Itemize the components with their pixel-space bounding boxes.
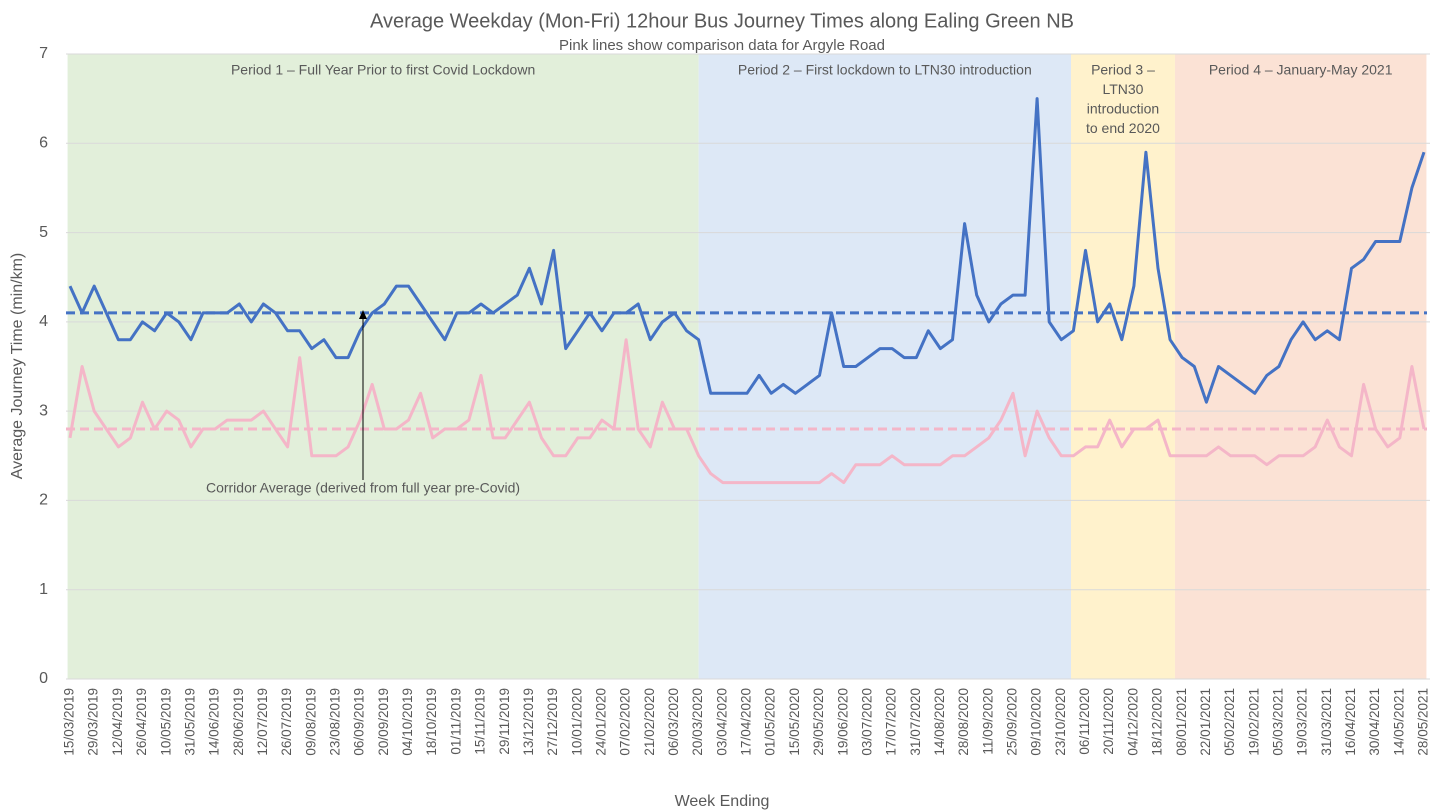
x-tick-label: 14/06/2019	[207, 688, 222, 756]
x-tick-label: 19/02/2021	[1246, 688, 1261, 756]
x-tick-label: 06/09/2019	[352, 688, 367, 756]
x-tick-label: 06/11/2020	[1077, 688, 1092, 755]
x-tick-label: 03/07/2020	[859, 688, 874, 756]
x-tick-label: 17/07/2020	[884, 688, 899, 756]
x-tick-label: 01/11/2019	[448, 688, 463, 755]
x-tick-label: 11/09/2020	[980, 688, 995, 755]
x-tick-label: 10/01/2020	[569, 688, 584, 756]
x-tick-label: 03/04/2020	[714, 688, 729, 756]
x-tick-label: 29/05/2020	[811, 688, 826, 756]
x-tick-label: 15/11/2019	[473, 688, 488, 755]
x-tick-label: 26/04/2019	[134, 688, 149, 756]
x-tick-label: 06/03/2020	[666, 688, 681, 756]
x-tick-label: 20/03/2020	[690, 688, 705, 756]
y-tick-label: 4	[39, 313, 48, 330]
period-band	[1070, 54, 1175, 679]
period-label: Period 4 – January-May 2021	[1209, 62, 1393, 78]
x-tick-label: 27/12/2019	[545, 688, 560, 756]
y-tick-label: 3	[39, 402, 48, 419]
period-band	[1174, 54, 1427, 679]
x-tick-label: 18/12/2020	[1150, 688, 1165, 756]
x-tick-label: 05/02/2021	[1222, 688, 1237, 756]
series-line	[68, 338, 1426, 485]
x-tick-label: 04/12/2020	[1125, 688, 1140, 756]
period-label: Period 2 – First lockdown to LTN30 intro…	[738, 62, 1032, 78]
x-tick-label: 30/04/2021	[1367, 688, 1382, 756]
chart-subtitle: Pink lines show comparison data for Argy…	[559, 37, 885, 54]
annotation-arrowhead	[359, 310, 367, 319]
x-tick-label: 19/06/2020	[835, 688, 850, 756]
x-tick-label: 08/01/2021	[1174, 688, 1189, 756]
x-tick-label: 17/04/2020	[739, 688, 754, 756]
x-tick-label: 29/03/2019	[86, 688, 101, 756]
x-tick-label: 14/08/2020	[932, 688, 947, 756]
x-tick-label: 05/03/2021	[1270, 688, 1285, 756]
x-tick-label: 01/05/2020	[763, 688, 778, 756]
x-tick-label: 31/07/2020	[908, 688, 923, 756]
period-label: to end 2020	[1086, 120, 1160, 136]
x-tick-label: 20/09/2019	[376, 688, 391, 756]
x-tick-label: 15/03/2019	[62, 688, 77, 756]
x-tick-label: 31/05/2019	[182, 688, 197, 756]
x-tick-label: 20/11/2020	[1101, 688, 1116, 755]
x-tick-label: 26/07/2019	[279, 688, 294, 756]
annotation: Corridor Average (derived from full year…	[206, 480, 520, 496]
x-tick-label: 22/01/2021	[1198, 688, 1213, 756]
x-tick-label: 28/05/2021	[1416, 688, 1431, 756]
y-axis-label: Average Journey Time (min/km)	[9, 253, 26, 479]
x-tick-label: 29/11/2019	[497, 688, 512, 755]
y-tick-label: 5	[39, 224, 48, 241]
period-band	[698, 54, 1071, 679]
x-tick-label: 19/03/2021	[1295, 688, 1310, 756]
chart-title: Average Weekday (Mon-Fri) 12hour Bus Jou…	[370, 10, 1074, 32]
x-tick-label: 31/03/2021	[1319, 688, 1334, 756]
x-tick-label: 09/08/2019	[303, 688, 318, 756]
x-tick-label: 07/02/2020	[618, 688, 633, 756]
x-tick-label: 15/05/2020	[787, 688, 802, 756]
x-tick-label: 14/05/2021	[1391, 688, 1406, 756]
x-tick-label: 16/04/2021	[1343, 688, 1358, 756]
period-label: Period 3 –	[1091, 62, 1155, 78]
y-tick-label: 6	[39, 135, 48, 152]
x-tick-label: 28/06/2019	[231, 688, 246, 756]
period-band	[67, 54, 699, 679]
y-tick-label: 7	[39, 45, 48, 62]
series-line	[68, 97, 1426, 404]
x-tick-label: 12/07/2019	[255, 688, 270, 756]
x-tick-label: 10/05/2019	[158, 688, 173, 756]
y-tick-label: 1	[39, 581, 48, 598]
period-bands	[67, 54, 1427, 679]
x-tick-label: 09/10/2020	[1029, 688, 1044, 756]
y-tick-label: 2	[39, 492, 48, 509]
period-label: LTN30	[1102, 81, 1143, 97]
x-tick-label: 12/04/2019	[110, 688, 125, 756]
period-label: introduction	[1087, 101, 1159, 117]
x-tick-label: 21/02/2020	[642, 688, 657, 756]
x-tick-label: 23/10/2020	[1053, 688, 1068, 756]
x-tick-label: 18/10/2019	[424, 688, 439, 756]
x-tick-label: 24/01/2020	[593, 688, 608, 756]
x-tick-label: 23/08/2019	[328, 688, 343, 756]
y-tick-label: 0	[39, 670, 48, 687]
x-tick-label: 28/08/2020	[956, 688, 971, 756]
x-axis-label: Week Ending	[675, 793, 770, 810]
x-tick-label: 25/09/2020	[1005, 688, 1020, 756]
period-label: Period 1 – Full Year Prior to first Covi…	[231, 62, 535, 78]
x-tick-label: 04/10/2019	[400, 688, 415, 756]
x-tick-label: 13/12/2019	[521, 688, 536, 756]
